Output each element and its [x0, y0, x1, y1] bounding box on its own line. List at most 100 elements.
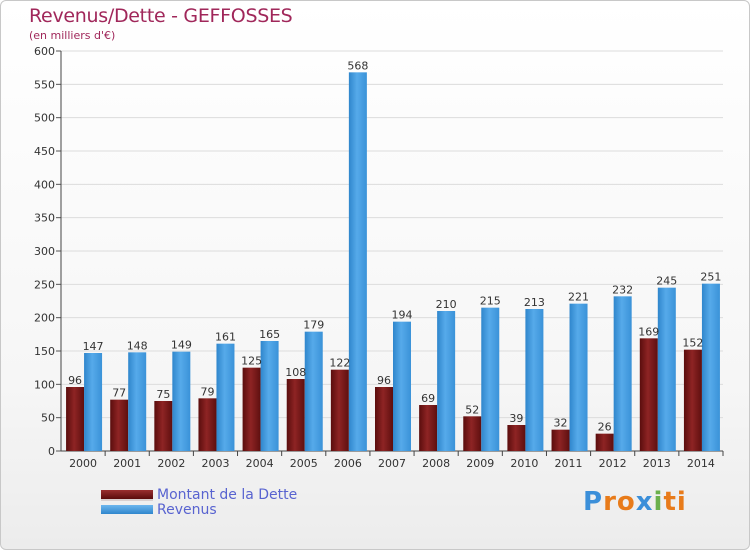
data-label-revenus-2008: 210	[436, 298, 457, 311]
legend-swatch-revenus	[101, 505, 153, 514]
bar-revenus-2003	[216, 343, 235, 451]
x-tick-label-2011: 2011	[555, 457, 583, 470]
x-tick-label-2003: 2003	[201, 457, 229, 470]
bar-revenus-2012	[613, 296, 632, 451]
bar-dette-2004	[242, 367, 261, 451]
data-label-revenus-2002: 149	[171, 339, 192, 352]
data-label-dette-2006: 122	[329, 357, 350, 370]
bar-revenus-2004	[260, 341, 279, 451]
y-tick-label: 200	[34, 312, 55, 325]
bar-dette-2006	[330, 369, 349, 451]
data-label-dette-2003: 79	[200, 385, 214, 398]
chart-title: Revenus/Dette - GEFFOSSES	[29, 5, 293, 27]
bar-revenus-2001	[128, 352, 147, 451]
data-label-revenus-2003: 161	[215, 331, 236, 344]
bar-dette-2011	[551, 429, 570, 451]
bar-revenus-2006	[348, 72, 367, 451]
y-tick-label: 250	[34, 278, 55, 291]
data-label-dette-2007: 96	[377, 374, 391, 387]
bar-dette-2007	[375, 387, 393, 451]
bar-revenus-2013	[657, 287, 676, 451]
y-tick-label: 300	[34, 245, 55, 258]
x-tick-label-2013: 2013	[643, 457, 671, 470]
bar-revenus-2000	[84, 353, 103, 451]
bar-revenus-2014	[701, 283, 720, 451]
logo-letter: i	[653, 487, 664, 517]
data-label-dette-2011: 32	[554, 417, 568, 430]
bar-dette-2008	[419, 405, 438, 451]
x-tick-label-2005: 2005	[290, 457, 318, 470]
x-tick-label-2000: 2000	[69, 457, 97, 470]
bar-dette-2000	[66, 387, 85, 451]
x-tick-label-2008: 2008	[422, 457, 450, 470]
logo-letter: i	[676, 487, 687, 517]
y-tick-label: 50	[41, 412, 55, 425]
x-tick-label-2014: 2014	[687, 457, 715, 470]
y-tick-label: 350	[34, 212, 55, 225]
data-label-dette-2000: 96	[68, 374, 82, 387]
data-label-dette-2013: 169	[638, 325, 659, 338]
data-label-revenus-2007: 194	[392, 309, 413, 322]
bar-revenus-2009	[481, 307, 500, 451]
logo-letter: r	[603, 487, 617, 517]
data-label-revenus-2004: 165	[259, 328, 280, 341]
logo-letter: x	[635, 487, 654, 517]
y-tick-label: 550	[34, 78, 55, 91]
data-label-dette-2002: 75	[156, 388, 170, 401]
y-tick-label: 600	[34, 45, 55, 58]
data-label-dette-2005: 108	[285, 366, 306, 379]
data-label-dette-2009: 52	[465, 403, 479, 416]
y-tick-label: 500	[34, 112, 55, 125]
data-label-revenus-2014: 251	[700, 271, 721, 284]
logo-letter: P	[583, 487, 604, 517]
data-label-revenus-2009: 215	[480, 295, 501, 308]
legend-swatch-dette	[101, 490, 153, 499]
data-label-revenus-2011: 221	[568, 291, 589, 304]
bar-revenus-2010	[525, 309, 544, 451]
y-tick-label: 450	[34, 145, 55, 158]
data-label-revenus-2000: 147	[83, 340, 104, 353]
y-tick-label: 0	[48, 445, 55, 458]
x-tick-label-2006: 2006	[334, 457, 362, 470]
y-tick-label: 150	[34, 345, 55, 358]
bar-dette-2001	[110, 399, 129, 451]
x-tick-label-2004: 2004	[246, 457, 274, 470]
data-label-dette-2014: 152	[682, 337, 703, 350]
legend-label-dette: Montant de la Dette	[157, 487, 298, 503]
bar-dette-2003	[198, 398, 217, 451]
data-label-dette-2008: 69	[421, 392, 435, 405]
bar-dette-2012	[595, 433, 614, 451]
legend-label-revenus: Revenus	[157, 502, 217, 518]
bar-dette-2009	[463, 416, 482, 451]
x-tick-label-2009: 2009	[466, 457, 494, 470]
data-label-revenus-2010: 213	[524, 296, 545, 309]
logo-letter: t	[663, 487, 677, 517]
chart-subtitle: (en milliers d'€)	[29, 29, 116, 42]
data-label-revenus-2006: 568	[347, 59, 368, 72]
bar-dette-2013	[639, 338, 658, 451]
bar-dette-2002	[154, 401, 173, 451]
y-tick-label: 100	[34, 378, 55, 391]
x-tick-label-2001: 2001	[113, 457, 141, 470]
proxiti-logo: Proxiti	[583, 487, 687, 517]
y-tick-label: 400	[34, 178, 55, 191]
data-label-revenus-2005: 179	[303, 319, 324, 332]
bar-revenus-2011	[569, 303, 588, 451]
data-label-dette-2012: 26	[598, 421, 612, 434]
data-label-revenus-2001: 148	[127, 339, 148, 352]
bar-dette-2005	[286, 379, 305, 451]
logo-letter: o	[616, 487, 636, 517]
bar-revenus-2002	[172, 351, 191, 451]
x-tick-label-2010: 2010	[510, 457, 538, 470]
x-tick-label-2007: 2007	[378, 457, 406, 470]
bar-dette-2010	[507, 425, 526, 451]
data-label-dette-2001: 77	[112, 387, 126, 400]
bar-revenus-2005	[304, 331, 323, 451]
x-tick-label-2012: 2012	[599, 457, 627, 470]
data-label-revenus-2013: 245	[656, 275, 677, 288]
bar-dette-2014	[683, 349, 702, 451]
x-tick-label-2002: 2002	[157, 457, 185, 470]
bar-revenus-2008	[437, 311, 456, 451]
